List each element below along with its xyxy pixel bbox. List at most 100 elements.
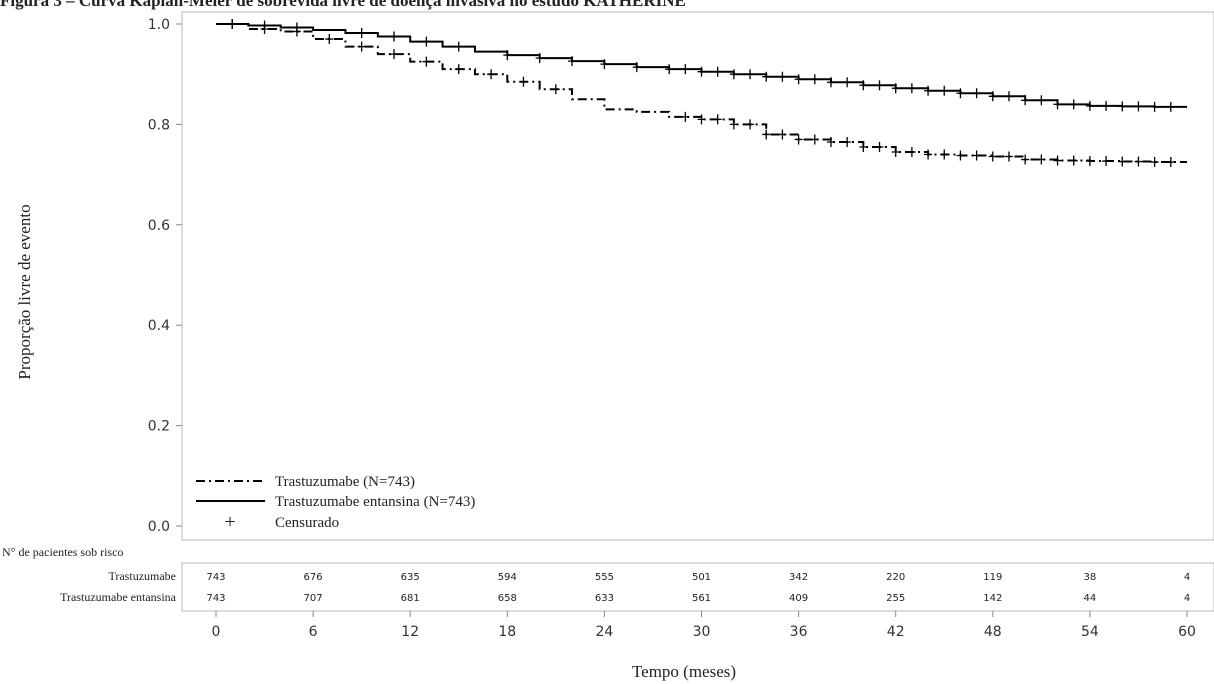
censor-mark-trastuzumabe-entansina	[826, 77, 835, 88]
risk-value-trastuzumabe-entansina: 743	[206, 593, 225, 604]
censor-mark-trastuzumabe	[891, 147, 900, 158]
censor-mark-trastuzumabe-entansina	[1134, 101, 1143, 112]
censor-mark-trastuzumabe	[454, 64, 463, 75]
censor-mark-trastuzumabe	[551, 84, 560, 95]
censor-mark-trastuzumabe	[988, 151, 997, 162]
censor-mark-trastuzumabe-entansina	[697, 66, 706, 77]
censor-mark-trastuzumabe-entansina	[228, 19, 237, 29]
y-axis-ticks: 0.0 0.2 0.4 0.6 0.8 1.0	[148, 17, 182, 535]
censor-mark-trastuzumabe-entansina	[665, 64, 674, 75]
censor-mark-trastuzumabe-entansina	[891, 83, 900, 94]
censor-mark-trastuzumabe	[1150, 157, 1159, 168]
censor-mark-trastuzumabe	[1053, 155, 1062, 166]
x-tick-label: 0	[212, 624, 221, 640]
censor-mark-trastuzumabe-entansina	[713, 66, 722, 77]
censor-mark-trastuzumabe-entansina	[778, 71, 787, 82]
censor-mark-trastuzumabe-entansina	[454, 41, 463, 52]
censor-mark-trastuzumabe	[681, 111, 690, 122]
risk-value-trastuzumabe: 119	[983, 572, 1002, 583]
y-tick-label: 1.0	[148, 17, 170, 33]
censor-mark-trastuzumabe	[746, 119, 755, 130]
censor-mark-trastuzumabe-entansina	[390, 31, 399, 42]
censor-mark-trastuzumabe-entansina	[762, 71, 771, 82]
risk-row-label-trastuzumabe: Trastuzumabe	[108, 569, 176, 583]
censor-mark-trastuzumabe	[1085, 156, 1094, 167]
risk-value-trastuzumabe-entansina: 633	[595, 593, 614, 604]
censor-mark-trastuzumabe-entansina	[972, 88, 981, 99]
censor-mark-trastuzumabe	[810, 134, 819, 145]
risk-value-trastuzumabe-entansina: 658	[498, 593, 517, 604]
risk-value-trastuzumabe: 38	[1084, 572, 1097, 583]
y-tick-label: 0.8	[148, 117, 170, 133]
x-tick-label: 42	[887, 624, 905, 640]
risk-row-label-trastuzumabe-entansina: Trastuzumabe entansina	[60, 590, 177, 604]
censor-mark-trastuzumabe-entansina	[1085, 100, 1094, 111]
risk-table-values: 743 743 676 707 635 681 594 658 555 633 501 561 342 4…	[206, 572, 1190, 604]
censor-mark-trastuzumabe	[762, 129, 771, 140]
risk-value-trastuzumabe-entansina: 44	[1084, 593, 1097, 604]
censor-mark-trastuzumabe	[1166, 157, 1175, 168]
censor-mark-trastuzumabe-entansina	[1118, 101, 1127, 112]
censor-mark-trastuzumabe-entansina	[746, 69, 755, 80]
plot-frame	[181, 11, 1214, 541]
x-tick-label: 54	[1081, 624, 1099, 640]
censor-mark-trastuzumabe-entansina	[292, 22, 301, 33]
y-tick-label: 0.4	[148, 318, 170, 334]
censor-mark-trastuzumabe-entansina	[1004, 91, 1013, 102]
censor-mark-trastuzumabe-entansina	[940, 85, 949, 96]
risk-value-trastuzumabe: 555	[595, 572, 614, 583]
legend-label-censored: Censurado	[275, 515, 339, 531]
censor-mark-trastuzumabe	[697, 114, 706, 125]
censor-mark-trastuzumabe	[826, 136, 835, 147]
risk-value-trastuzumabe-entansina: 4	[1184, 593, 1190, 604]
legend-censor-mark-icon: +	[224, 511, 235, 533]
censor-mark-trastuzumabe-entansina	[1102, 100, 1111, 111]
x-tick-label: 36	[790, 624, 808, 640]
censor-mark-trastuzumabe-entansina	[357, 28, 366, 39]
censor-mark-trastuzumabe-entansina	[1037, 95, 1046, 106]
x-tick-label: 18	[498, 624, 516, 640]
risk-value-trastuzumabe: 743	[206, 572, 225, 583]
legend-label-trastuzumabe-entansina: Trastuzumabe entansina (N=743)	[275, 494, 475, 510]
censor-mark-trastuzumabe	[956, 150, 965, 161]
series-line-trastuzumabe	[216, 23, 1187, 164]
x-tick-label: 60	[1178, 624, 1196, 640]
censor-mark-trastuzumabe	[487, 69, 496, 80]
censor-mark-trastuzumabe-entansina	[956, 88, 965, 99]
risk-table-frame	[181, 562, 1214, 612]
x-tick-label: 24	[595, 624, 613, 640]
censor-mark-trastuzumabe	[1021, 154, 1030, 165]
censor-mark-trastuzumabe	[940, 149, 949, 160]
censor-mark-trastuzumabe	[390, 49, 399, 60]
censor-mark-trastuzumabe-entansina	[794, 74, 803, 85]
censor-mark-trastuzumabe	[1069, 155, 1078, 166]
legend: Trastuzumabe (N=743) Trastuzumabe entans…	[196, 474, 475, 533]
censor-mark-trastuzumabe-entansina	[681, 64, 690, 75]
x-tick-label: 30	[693, 624, 711, 640]
risk-value-trastuzumabe-entansina: 561	[692, 593, 711, 604]
censor-mark-trastuzumabe	[924, 149, 933, 160]
censor-mark-trastuzumabe-entansina	[1150, 101, 1159, 112]
censor-mark-trastuzumabe-entansina	[810, 74, 819, 85]
risk-value-trastuzumabe: 501	[692, 572, 711, 583]
risk-value-trastuzumabe: 594	[498, 572, 517, 583]
censor-mark-trastuzumabe-entansina	[1166, 101, 1175, 112]
censor-mark-trastuzumabe	[519, 76, 528, 87]
censor-mark-trastuzumabe	[713, 114, 722, 125]
legend-label-trastuzumabe: Trastuzumabe (N=743)	[275, 474, 415, 490]
censor-mark-trastuzumabe-entansina	[503, 50, 512, 61]
risk-value-trastuzumabe-entansina: 681	[401, 593, 420, 604]
y-axis-label: Proporção livre de evento	[15, 204, 34, 379]
censor-marks	[228, 19, 1175, 168]
censor-mark-trastuzumabe	[1102, 156, 1111, 167]
censor-mark-trastuzumabe	[1004, 151, 1013, 162]
x-axis-label: Tempo (meses)	[632, 662, 736, 681]
risk-value-trastuzumabe-entansina: 409	[789, 593, 808, 604]
censor-mark-trastuzumabe-entansina	[422, 36, 431, 47]
censor-mark-trastuzumabe	[1134, 156, 1143, 167]
censor-mark-trastuzumabe-entansina	[632, 62, 641, 73]
risk-value-trastuzumabe: 635	[401, 572, 420, 583]
censor-mark-trastuzumabe-entansina	[1053, 99, 1062, 110]
risk-value-trastuzumabe-entansina: 142	[983, 593, 1002, 604]
